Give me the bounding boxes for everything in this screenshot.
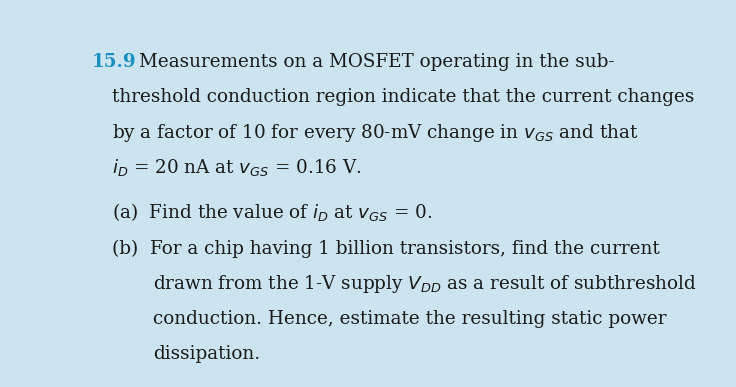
Text: by a factor of 10 for every 80-mV change in $v_{GS}$ and that: by a factor of 10 for every 80-mV change… [112, 122, 639, 144]
Text: dissipation.: dissipation. [153, 345, 260, 363]
Text: 15.9: 15.9 [92, 53, 137, 71]
Text: (a)  Find the value of $i_{D}$ at $v_{GS}$ = 0.: (a) Find the value of $i_{D}$ at $v_{GS}… [112, 202, 432, 224]
Text: Measurements on a MOSFET operating in the sub-: Measurements on a MOSFET operating in th… [139, 53, 615, 71]
Text: $i_{D}$ = 20 nA at $v_{GS}$ = 0.16 V.: $i_{D}$ = 20 nA at $v_{GS}$ = 0.16 V. [112, 157, 361, 178]
Text: drawn from the 1-V supply $V_{DD}$ as a result of subthreshold: drawn from the 1-V supply $V_{DD}$ as a … [153, 273, 696, 295]
Text: conduction. Hence, estimate the resulting static power: conduction. Hence, estimate the resultin… [153, 310, 667, 328]
Text: threshold conduction region indicate that the current changes: threshold conduction region indicate tha… [112, 89, 694, 106]
Text: (b)  For a chip having 1 billion transistors, find the current: (b) For a chip having 1 billion transist… [112, 240, 659, 258]
